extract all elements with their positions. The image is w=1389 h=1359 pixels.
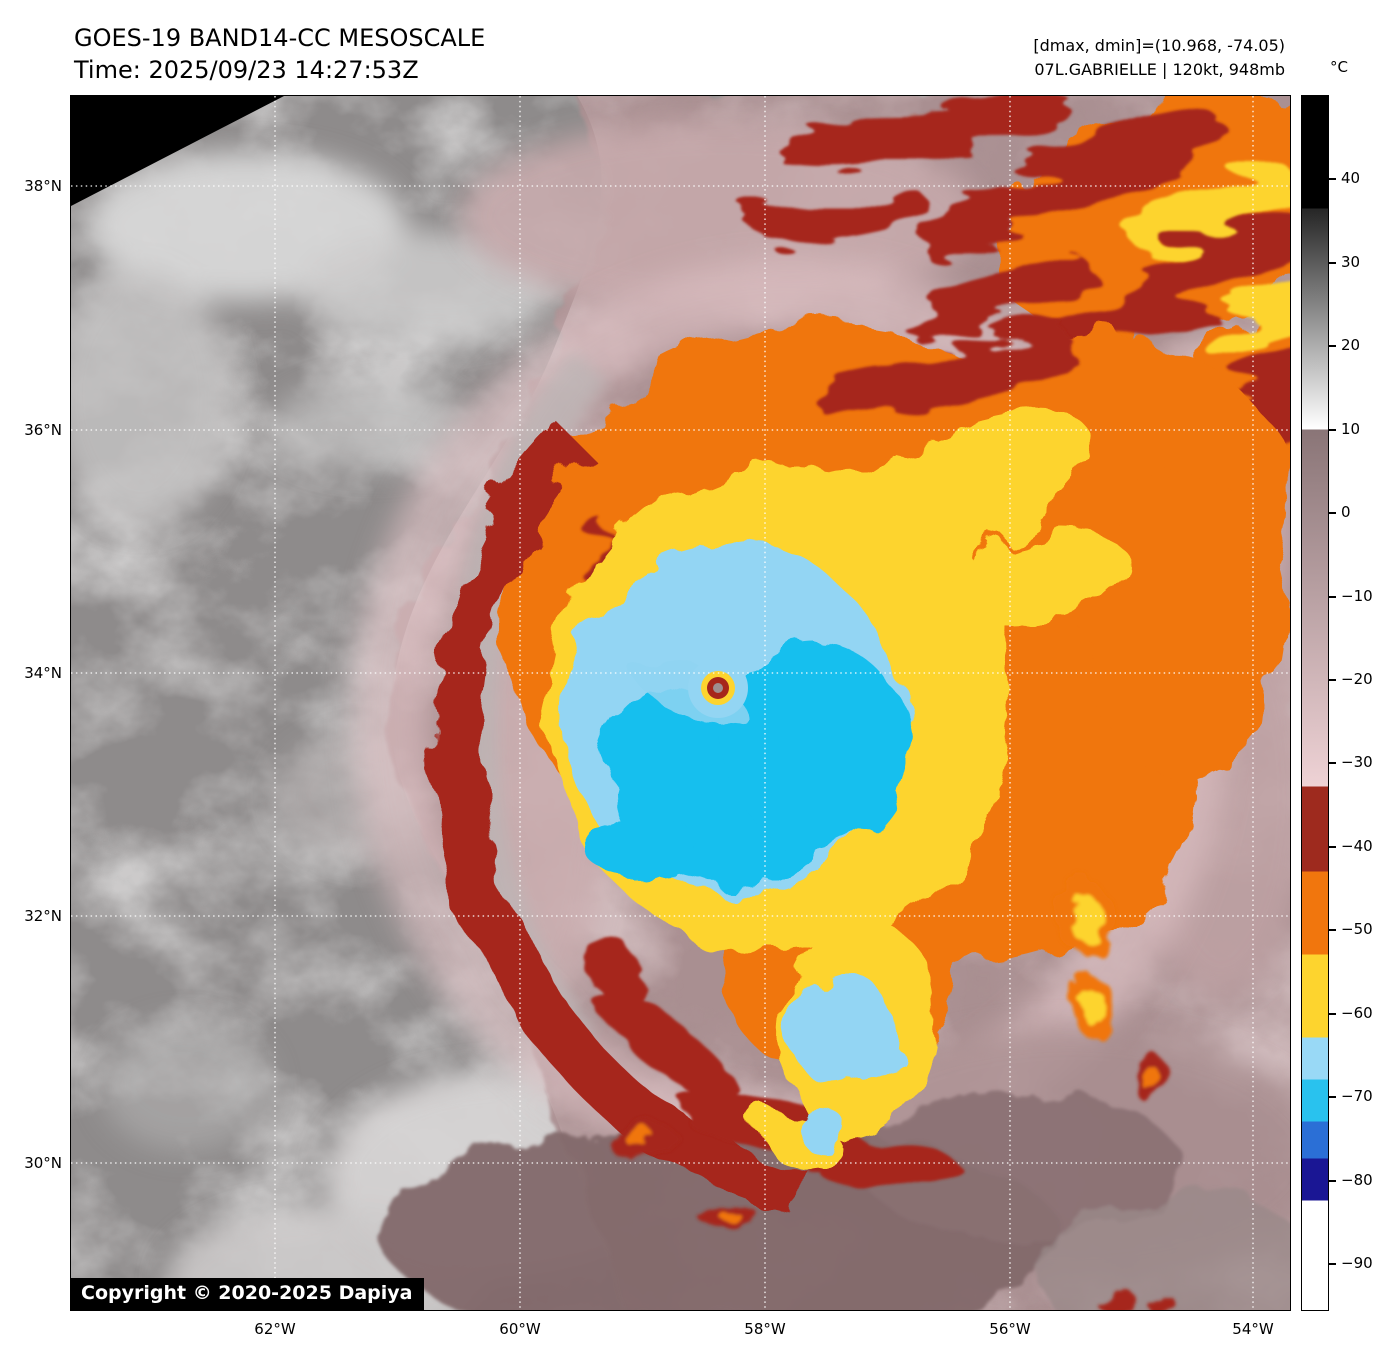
scan-edge-wedge [71,96,284,206]
satellite-map-panel: Copyright © 2020-2025 Dapiya [70,95,1291,1311]
storm-info-annotation: 07L.GABRIELLE | 120kt, 948mb [1034,60,1285,79]
colorbar-tick [1329,1263,1336,1265]
colorbar-tick [1329,596,1336,598]
lon-label: 58°W [744,1320,786,1338]
colorbar-tick-label: −70 [1341,1087,1373,1105]
colorbar-tick [1329,262,1336,264]
lat-label: 34°N [24,664,62,682]
temperature-colorbar [1301,95,1329,1311]
figure-title: GOES-19 BAND14-CC MESOSCALE [74,24,486,52]
colorbar-tick-label: −60 [1341,1004,1373,1022]
lon-label: 56°W [989,1320,1031,1338]
lat-lon-gridlines [71,96,1290,1310]
colorbar-tick-label: −10 [1341,587,1373,605]
colorbar-tick-label: 30 [1341,253,1361,271]
lon-label: 60°W [499,1320,541,1338]
colorbar-tick [1329,429,1336,431]
colorbar-tick [1329,512,1336,514]
data-range-annotation: [dmax, dmin]=(10.968, -74.05) [1033,36,1285,55]
colorbar-tick-label: −80 [1341,1171,1373,1189]
colorbar-tick-label: 40 [1341,169,1361,187]
colorbar-tick-label: −90 [1341,1254,1373,1272]
colorbar-tick [1329,345,1336,347]
colorbar-tick-label: −40 [1341,837,1373,855]
figure-timestamp: Time: 2025/09/23 14:27:53Z [74,56,419,84]
colorbar-tick [1329,762,1336,764]
lat-label: 38°N [24,177,62,195]
colorbar-tick [1329,679,1336,681]
copyright-badge: Copyright © 2020-2025 Dapiya [71,1278,425,1310]
lat-label: 32°N [24,907,62,925]
lat-label: 36°N [24,421,62,439]
colorbar-tick [1329,1013,1336,1015]
lon-label: 54°W [1232,1320,1274,1338]
colorbar-tick-label: 10 [1341,420,1361,438]
storm-cold-shield [430,326,1290,1213]
colorbar-tick [1329,178,1336,180]
cold-core [564,549,908,1144]
colorbar-tick-label: 0 [1341,503,1351,521]
colorbar-tick [1329,1180,1336,1182]
colorbar-tick [1329,1096,1336,1098]
convective-cells [608,876,1177,1310]
storm-eye [688,658,748,718]
colorbar-tick-label: −20 [1341,670,1373,688]
colorbar-tick [1329,846,1336,848]
colorbar-tick [1329,929,1336,931]
colorbar-tick-label: −50 [1341,920,1373,938]
satellite-image [71,96,1290,1310]
lat-label: 30°N [24,1154,62,1172]
lon-label: 62°W [254,1320,296,1338]
colorbar-tick-label: −30 [1341,753,1373,771]
colorbar-tick-label: 20 [1341,336,1361,354]
colorbar-unit-label: °C [1330,58,1348,76]
